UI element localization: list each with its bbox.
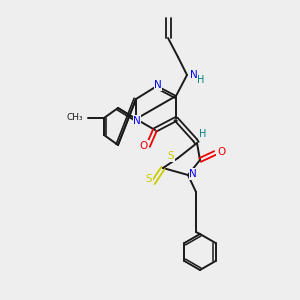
Text: S: S	[168, 151, 174, 161]
Text: O: O	[140, 141, 148, 151]
Text: N: N	[189, 169, 197, 179]
Text: H: H	[197, 75, 205, 85]
Text: H: H	[199, 129, 207, 139]
Text: CH₃: CH₃	[66, 113, 83, 122]
Text: N: N	[190, 70, 198, 80]
Text: N: N	[154, 80, 162, 90]
Text: S: S	[146, 174, 152, 184]
Text: O: O	[217, 147, 225, 157]
Text: N: N	[133, 116, 141, 126]
